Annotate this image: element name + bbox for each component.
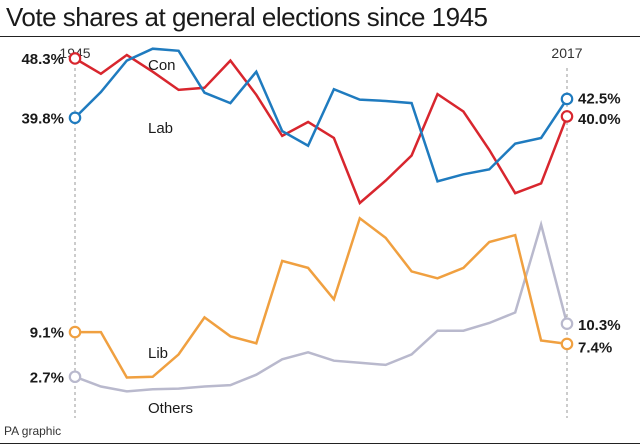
start-value-label-con: 39.8% (21, 110, 64, 127)
series-name-label-con: Con (148, 57, 176, 74)
x-tick-label-last: 2017 (551, 45, 582, 61)
start-value-label-others: 2.7% (30, 369, 64, 386)
series-name-label-others: Others (148, 400, 193, 417)
page-title: Vote shares at general elections since 1… (6, 2, 488, 32)
series-others (74, 219, 569, 393)
start-marker-lib (68, 325, 82, 339)
end-value-label-lab: 40.0% (578, 111, 621, 128)
bottom-rule (0, 443, 640, 444)
series-lib (75, 216, 568, 379)
start-marker-con (68, 111, 82, 125)
title-rule (0, 36, 640, 37)
series-name-label-lib: Lib (148, 345, 168, 362)
end-marker-lab (560, 110, 574, 123)
end-value-label-lib: 7.4% (578, 339, 612, 356)
end-marker-lib (560, 337, 574, 351)
end-marker-con (560, 92, 574, 106)
series-line-others (74, 219, 569, 393)
start-value-label-lab: 48.3% (21, 51, 64, 68)
series-name-label-lab: Lab (148, 120, 173, 137)
end-marker-others (560, 317, 574, 331)
end-value-label-others: 10.3% (578, 317, 621, 334)
series-line-con (74, 47, 569, 183)
start-value-label-lib: 9.1% (30, 325, 64, 342)
end-value-label-con: 42.5% (578, 90, 621, 107)
series-lab (74, 53, 569, 206)
series-line-lib (75, 216, 568, 379)
series-con (74, 47, 569, 183)
start-marker-lab (68, 52, 82, 65)
credit-text: PA graphic (4, 424, 62, 438)
series-line-lab (74, 53, 569, 206)
start-marker-others (68, 370, 82, 384)
